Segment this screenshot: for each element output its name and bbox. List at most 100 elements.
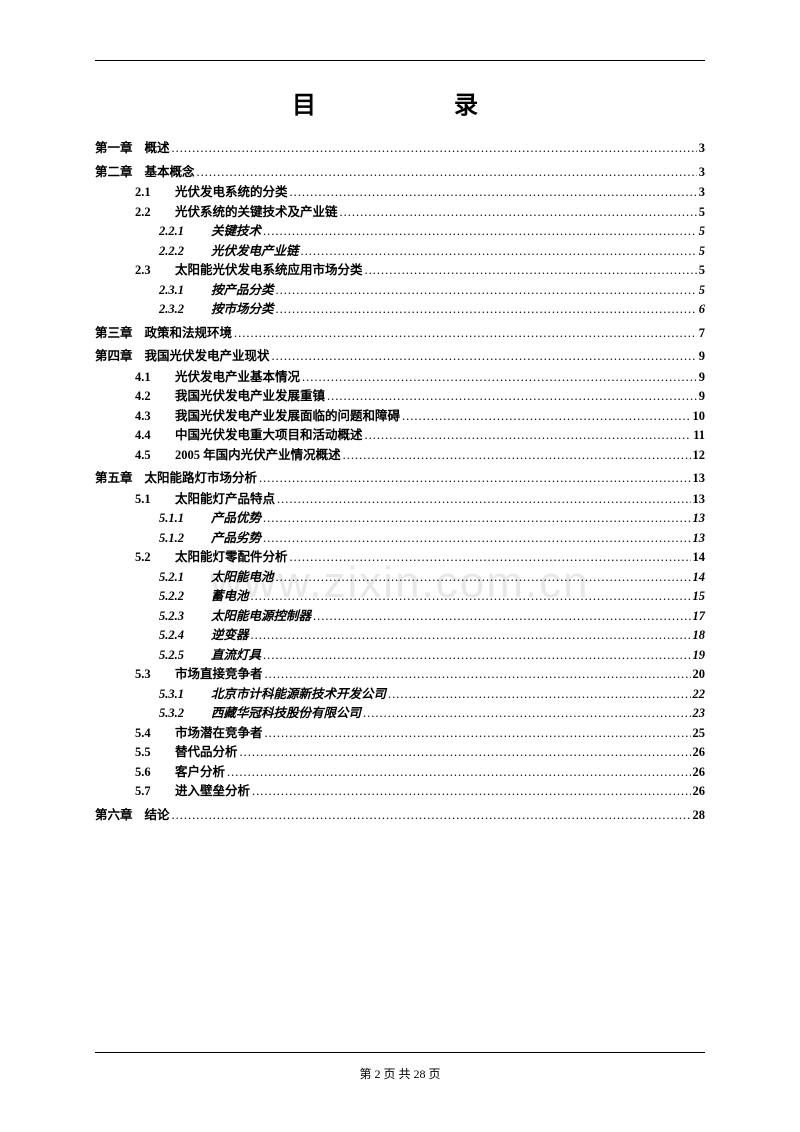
toc-entry-label: 太阳能电源控制器 <box>211 610 311 623</box>
toc-leader-dots <box>172 809 691 822</box>
toc-leader-dots <box>251 590 691 603</box>
toc-entry-label: 光伏发电产业基本情况 <box>175 371 300 384</box>
toc-entry-label: 直流灯具 <box>211 649 261 662</box>
toc-entry-number: 5.2.2 <box>159 590 199 603</box>
toc-entry-page: 5 <box>699 225 705 238</box>
toc-leader-dots <box>272 350 697 363</box>
toc-leader-dots <box>343 449 691 462</box>
toc-entry: 4.1光伏发电产业基本情况9 <box>135 371 705 384</box>
toc-entry-number: 4.2 <box>135 390 163 403</box>
toc-entry-page: 9 <box>699 350 705 363</box>
toc-entry-number: 2.2.2 <box>159 245 199 258</box>
toc-leader-dots <box>388 688 690 701</box>
toc-leader-dots <box>313 610 690 623</box>
toc-entry: 5.6客户分析26 <box>135 766 705 779</box>
toc-entry-page: 17 <box>693 610 706 623</box>
toc-entry-label: 太阳能灯零配件分析 <box>175 551 288 564</box>
toc-entry-label: 太阳能光伏发电系统应用市场分类 <box>175 264 363 277</box>
toc-entry-number: 4.3 <box>135 410 163 423</box>
toc-entry: 第三章政策和法规环境7 <box>95 327 705 340</box>
toc-entry-number: 2.3 <box>135 264 163 277</box>
toc-entry: 2.3 太阳能光伏发电系统应用市场分类 5 <box>135 264 705 277</box>
toc-entry: 第五章太阳能路灯市场分析13 <box>95 472 705 485</box>
toc-entry-label: 产品优势 <box>211 512 261 525</box>
toc-entry-page: 11 <box>693 429 705 442</box>
toc-entry-number: 第四章 <box>95 350 133 363</box>
toc-entry-number: 第六章 <box>95 809 133 822</box>
toc-entry-number: 第五章 <box>95 472 133 485</box>
toc-entry: 5.7进入壁垒分析26 <box>135 785 705 798</box>
toc-entry: 5.3.1北京市计科能源新技术开发公司22 <box>159 688 705 701</box>
toc-entry-number: 5.3.1 <box>159 688 199 701</box>
toc-entry: 5.2.2 蓄电池 15 <box>159 590 705 603</box>
toc-entry-label: 西藏华冠科技股份有限公司 <box>211 707 361 720</box>
page-footer: 第 2 页 共 28 页 <box>0 1052 800 1082</box>
toc-leader-dots <box>263 532 690 545</box>
toc-entry-page: 5 <box>699 284 705 297</box>
toc-entry: 5.3市场直接竞争者20 <box>135 668 705 681</box>
toc-entry-number: 2.2.1 <box>159 225 199 238</box>
toc-entry: 第六章结论28 <box>95 809 705 822</box>
toc-leader-dots <box>263 225 697 238</box>
toc-entry-page: 14 <box>693 571 706 584</box>
toc-entry-page: 3 <box>699 186 705 199</box>
toc-entry-number: 第一章 <box>95 142 133 155</box>
toc-leader-dots <box>265 727 691 740</box>
toc-entry: 2.2.1 关键技术 5 <box>159 225 705 238</box>
toc-entry-page: 5 <box>699 264 705 277</box>
page-number: 第 2 页 共 28 页 <box>359 1067 440 1081</box>
toc-entry-page: 20 <box>693 668 706 681</box>
toc-leader-dots <box>365 429 692 442</box>
toc-entry-page: 15 <box>693 590 706 603</box>
toc-entry-label: 我国光伏发电产业发展重镇 <box>175 390 325 403</box>
toc-entry-label: 2005 年国内光伏产业情况概述 <box>175 449 341 462</box>
toc-entry-number: 5.6 <box>135 766 163 779</box>
toc-entry-number: 2.3.1 <box>159 284 199 297</box>
toc-entry: 5.4市场潜在竞争者25 <box>135 727 705 740</box>
toc-entry-number: 2.3.2 <box>159 303 199 316</box>
toc-entry-page: 9 <box>699 390 705 403</box>
toc-entry-number: 5.2.5 <box>159 649 199 662</box>
toc-entry-number: 第三章 <box>95 327 133 340</box>
toc-leader-dots <box>240 746 691 759</box>
toc-entry-number: 5.7 <box>135 785 163 798</box>
toc-entry-page: 13 <box>693 512 706 525</box>
toc-leader-dots <box>290 186 697 199</box>
toc-entry-label: 光伏发电系统的分类 <box>175 186 288 199</box>
toc-entry: 2.3.1按产品分类5 <box>159 284 705 297</box>
toc-leader-dots <box>301 245 697 258</box>
toc-entry-label: 客户分析 <box>175 766 225 779</box>
toc-entry-number: 2.2 <box>135 206 163 219</box>
toc-entry-page: 22 <box>693 688 706 701</box>
toc-entry: 2.3.2按市场分类6 <box>159 303 705 316</box>
toc-entry: 第一章概述3 <box>95 142 705 155</box>
toc-entry: 2.1光伏发电系统的分类3 <box>135 186 705 199</box>
toc-entry-page: 26 <box>693 785 706 798</box>
toc-entry-number: 5.1.2 <box>159 532 199 545</box>
toc-entry-number: 5.1.1 <box>159 512 199 525</box>
toc-entry-page: 28 <box>693 809 706 822</box>
toc-entry-page: 9 <box>699 371 705 384</box>
toc-entry-label: 关键技术 <box>211 225 261 238</box>
toc-entry: 2.2光伏系统的关键技术及产业链5 <box>135 206 705 219</box>
toc-entry-label: 太阳能路灯市场分析 <box>145 472 258 485</box>
toc-entry: 5.2.4逆变器18 <box>159 629 705 642</box>
toc-entry-label: 蓄电池 <box>211 590 249 603</box>
toc-leader-dots <box>327 390 697 403</box>
toc-entry-page: 14 <box>693 551 706 564</box>
toc-leader-dots <box>276 284 697 297</box>
toc-leader-dots <box>276 571 691 584</box>
toc-entry-number: 5.2 <box>135 551 163 564</box>
toc-entry: 4.4中国光伏发电重大项目和活动概述11 <box>135 429 705 442</box>
toc-entry-number: 5.4 <box>135 727 163 740</box>
toc-entry: 5.5替代品分析26 <box>135 746 705 759</box>
toc-entry-label: 市场直接竞争者 <box>175 668 263 681</box>
toc-entry: 4.52005 年国内光伏产业情况概述12 <box>135 449 705 462</box>
toc-entry-number: 4.5 <box>135 449 163 462</box>
toc-leader-dots <box>365 264 697 277</box>
toc-leader-dots <box>234 327 697 340</box>
toc-entry-page: 5 <box>699 245 705 258</box>
toc-leader-dots <box>265 668 691 681</box>
toc-entry-page: 23 <box>693 707 706 720</box>
toc-entry-label: 按市场分类 <box>211 303 274 316</box>
